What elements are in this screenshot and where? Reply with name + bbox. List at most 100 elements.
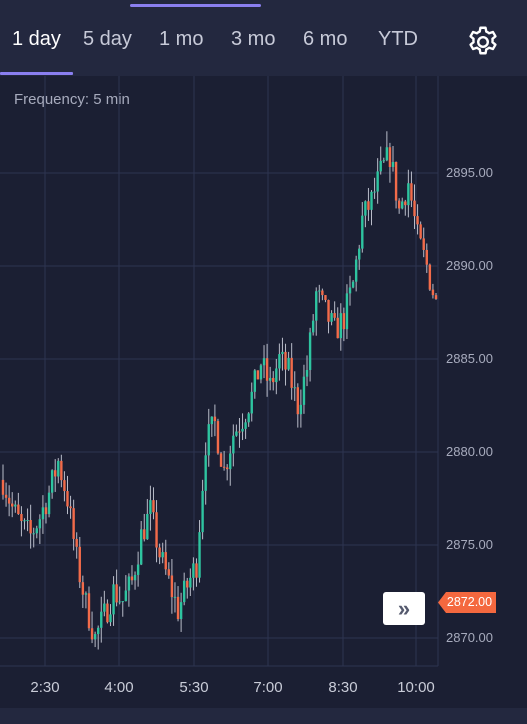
candle-body [79, 547, 81, 582]
x-tick-label: 8:30 [328, 679, 357, 696]
candle-body [217, 421, 219, 453]
candle-body [88, 593, 90, 628]
current-price-value: 2872.00 [438, 592, 496, 613]
candle-body [324, 295, 326, 300]
candle-body [383, 160, 385, 161]
tab-1-mo[interactable]: 1 mo [159, 28, 203, 51]
candle-body [395, 162, 397, 201]
candle-body [407, 183, 409, 205]
candle-body [429, 265, 431, 290]
candle-body [165, 552, 167, 569]
candle-body [186, 581, 188, 588]
candle-body [137, 565, 139, 575]
candle-body [29, 520, 31, 533]
price-chart[interactable]: 2895.00 2890.00 2885.00 2880.00 2875.00 2870.… [0, 76, 527, 708]
y-tick-label: 2890.00 [446, 258, 493, 273]
candle-body [364, 201, 366, 215]
active-tab-underline [0, 72, 73, 75]
tab-ytd[interactable]: YTD [378, 28, 418, 51]
candle-body [103, 604, 105, 612]
candle-body [11, 504, 13, 507]
candle-body [309, 332, 311, 370]
candle-body [57, 461, 59, 477]
candle-body [60, 461, 62, 480]
candle-body [66, 491, 68, 506]
candle-body [426, 250, 428, 265]
candle-body [171, 575, 173, 597]
candle-body [177, 597, 179, 619]
candle-body [180, 602, 182, 619]
candle-body [358, 249, 360, 260]
candle-body [281, 352, 283, 354]
candle-body [168, 569, 170, 575]
candle-body [398, 201, 400, 209]
candle-body [48, 493, 50, 514]
candle-body [386, 147, 388, 160]
candle-body [269, 378, 271, 381]
timeframe-toolbar: 1 day 5 day 1 mo 3 mo 6 mo YTD [0, 0, 527, 76]
candle-body [287, 358, 289, 370]
candle-body [241, 429, 243, 432]
candle-body [33, 533, 35, 534]
double-chevron-right-icon: » [383, 592, 425, 625]
candle-body [361, 216, 363, 249]
candle-body [297, 387, 299, 414]
candle-body [349, 288, 351, 294]
tab-1-day[interactable]: 1 day [12, 28, 61, 51]
candle-body [115, 584, 117, 602]
x-tick-label: 2:30 [30, 679, 59, 696]
candle-body [14, 505, 16, 507]
candle-body [343, 313, 345, 329]
candle-body [226, 467, 228, 469]
candle-body [91, 628, 93, 639]
x-tick-label: 10:00 [397, 679, 435, 696]
gear-icon[interactable] [465, 24, 501, 60]
candle-body [39, 519, 41, 528]
candle-body [23, 520, 25, 521]
x-tick-label: 5:30 [179, 679, 208, 696]
candle-body [2, 480, 4, 495]
candle-body [355, 260, 357, 282]
candle-body [244, 422, 246, 429]
candle-body [131, 576, 133, 580]
tab-3-mo[interactable]: 3 mo [231, 28, 275, 51]
candle-body [337, 318, 339, 338]
candle-body [327, 300, 329, 322]
candle-body [214, 417, 216, 421]
candle-body [17, 505, 19, 514]
candle-body [118, 601, 120, 602]
candle-body [198, 532, 200, 578]
tab-5-day[interactable]: 5 day [83, 28, 132, 51]
candle-body [232, 436, 234, 454]
candle-body [278, 354, 280, 368]
candle-body [143, 529, 145, 539]
y-tick-label: 2880.00 [446, 444, 493, 459]
candle-body [251, 392, 253, 414]
candle-body [389, 147, 391, 167]
candle-body [211, 417, 213, 424]
candle-body [367, 201, 369, 210]
candle-body [260, 365, 262, 379]
candle-body [340, 313, 342, 338]
candle-body [435, 295, 437, 299]
candle-body [300, 405, 302, 414]
scroll-to-latest-button[interactable]: » [383, 592, 425, 625]
candle-body [192, 563, 194, 577]
candle-body [294, 387, 296, 388]
candle-body [401, 201, 403, 208]
candle-body [189, 578, 191, 588]
candle-body [20, 514, 22, 521]
candle-body [266, 358, 268, 381]
tab-6-mo[interactable]: 6 mo [303, 28, 347, 51]
candle-body [333, 313, 335, 318]
candle-body [263, 358, 265, 365]
candle-body [290, 358, 292, 388]
candle-body [410, 183, 412, 200]
candle-body [174, 597, 176, 598]
candle-body [220, 453, 222, 466]
candle-body [423, 238, 425, 250]
candle-body [380, 161, 382, 172]
candle-body [94, 634, 96, 639]
candle-body [76, 539, 78, 547]
candle-body [201, 491, 203, 532]
